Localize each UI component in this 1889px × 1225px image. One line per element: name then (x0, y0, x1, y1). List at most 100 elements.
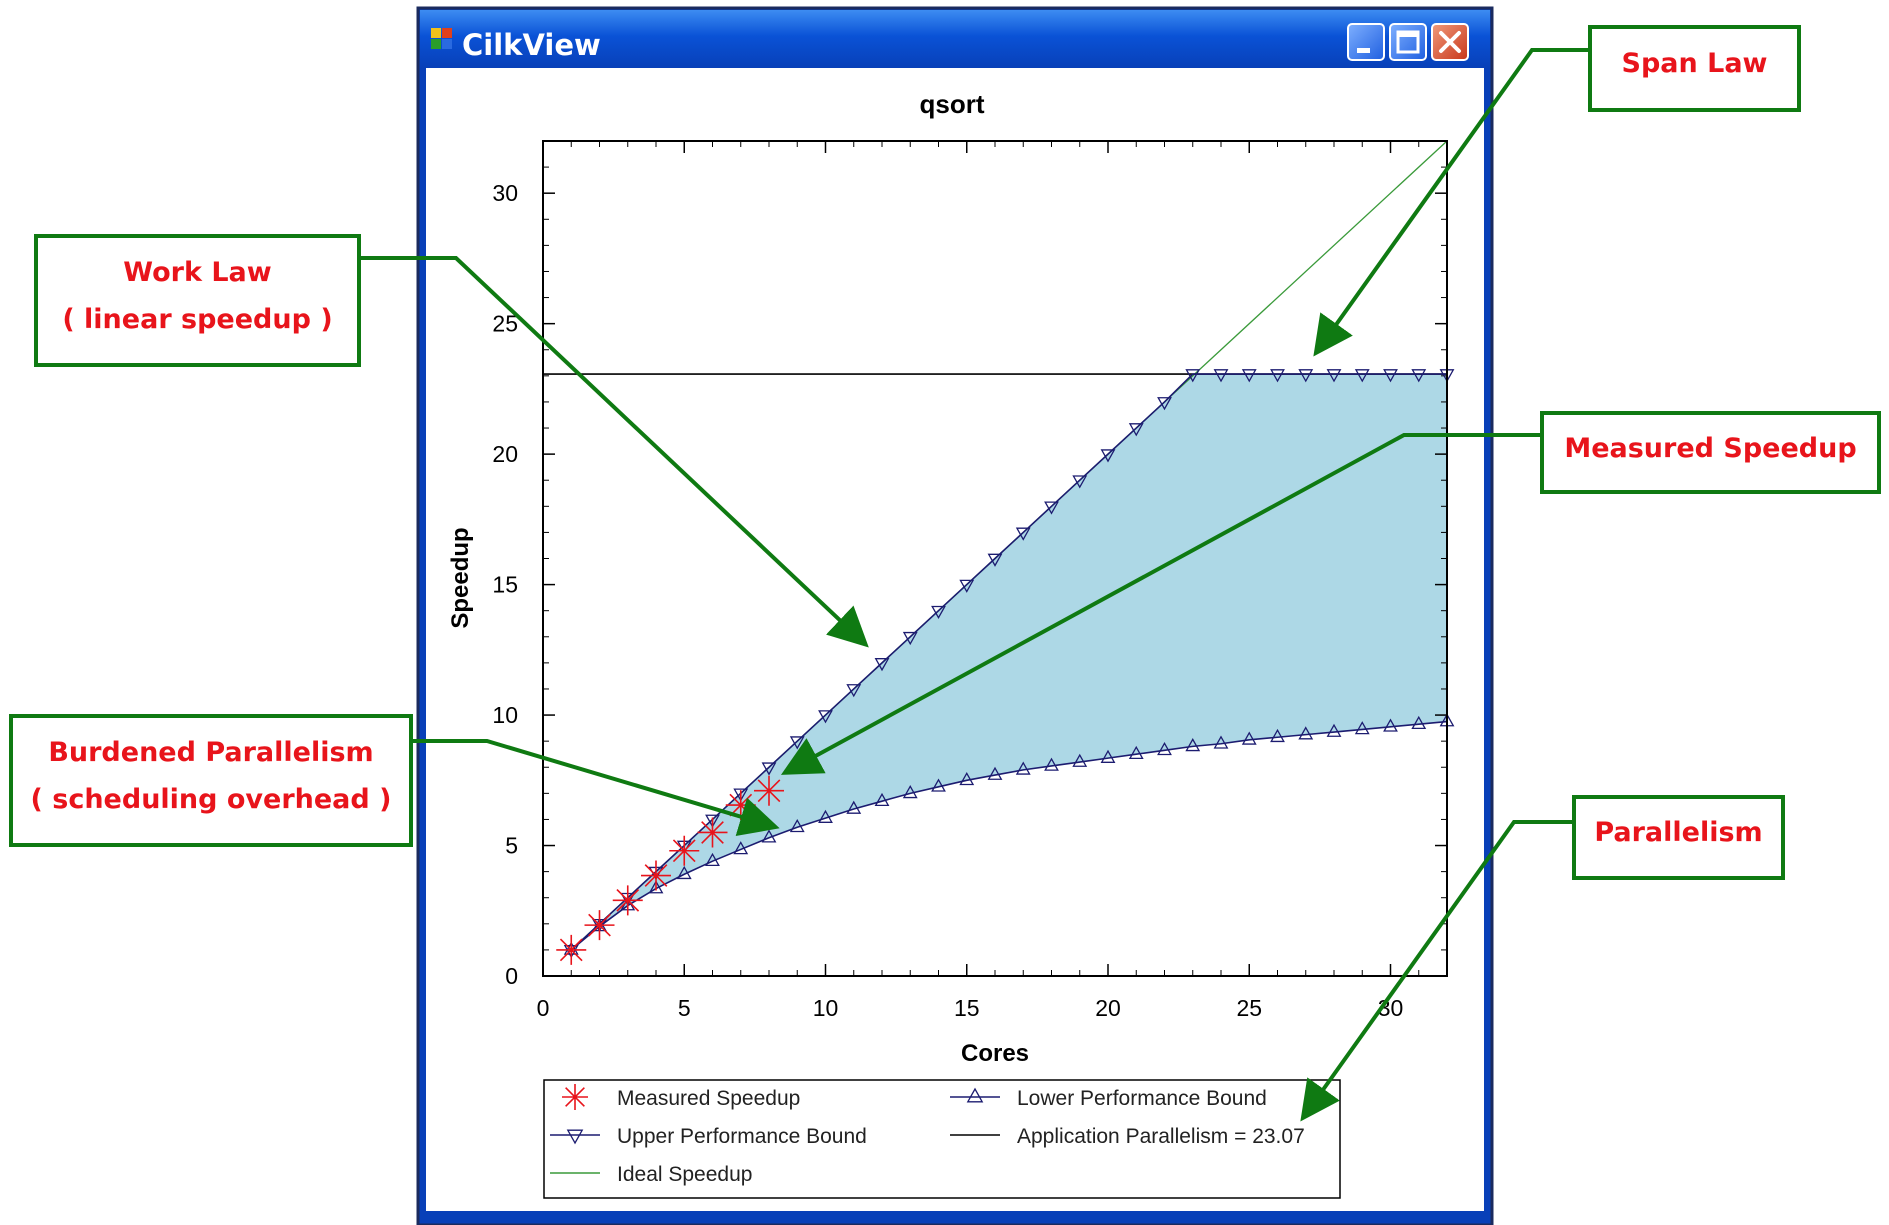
callout-burdened-parallelism: Burdened Parallelism ( scheduling overhea… (9, 714, 780, 847)
lower-bound-point (1270, 728, 1285, 743)
measured-speedup-point (612, 885, 643, 916)
legend-marker-upper-performance-bound (566, 1129, 584, 1145)
lower-bound-point (1128, 745, 1144, 760)
upper-bound-point (733, 788, 749, 802)
callout-arrow (1313, 48, 1590, 357)
callout-box (1572, 795, 1785, 880)
callout-arrow (780, 433, 1542, 775)
lower-bound-point (818, 809, 833, 823)
minimize-button[interactable] (1347, 23, 1385, 61)
series-markers (556, 369, 1455, 965)
callouts: Span Law Work Law ( linear speedup ) Measur… (9, 25, 1881, 1122)
callout-text: Measured Speedup (1564, 433, 1856, 464)
upper-bound-point (902, 631, 918, 646)
lower-bound-point (874, 792, 890, 807)
lower-bound-point (1411, 715, 1427, 730)
legend: Measured Speedup Lower Performance Bound U… (543, 1079, 1341, 1199)
upper-bound-point (1128, 423, 1144, 437)
legend-marker-measured-speedup (562, 1084, 588, 1110)
upper-bound-point (761, 762, 777, 776)
lower-bound-point (1213, 735, 1229, 749)
y-tick-label: 20 (492, 441, 518, 467)
close-icon (1439, 31, 1461, 53)
lower-bound-point (1383, 718, 1398, 732)
x-tick-label: 0 (537, 995, 550, 1021)
callout-arrow (411, 739, 780, 837)
legend-label-lower-performance-bound: Lower Performance Bound (1017, 1087, 1267, 1110)
legend-label-measured-speedup: Measured Speedup (617, 1087, 800, 1110)
callout-work-law: Work Law ( linear speedup ) (34, 234, 869, 648)
lower-bound-point (1354, 721, 1370, 735)
app-icon (431, 28, 452, 49)
legend-label-application-parallelism-23-07: Application Parallelism = 23.07 (1017, 1125, 1305, 1148)
window-title: CilkView (462, 28, 601, 62)
lower-bound-point (1100, 749, 1116, 763)
legend-marker-lower-performance-bound (966, 1087, 984, 1103)
callout-text: Span Law (1622, 48, 1768, 79)
upper-bound-point (846, 684, 862, 698)
upper-bound-point (1044, 501, 1059, 515)
callout-span-law: Span Law (1313, 25, 1801, 357)
title-bar[interactable] (420, 10, 1490, 68)
close-button[interactable] (1431, 23, 1469, 61)
x-tick-label: 10 (813, 995, 839, 1021)
measured-speedup-point (669, 835, 700, 866)
x-tick-label: 15 (954, 995, 980, 1021)
y-tick-label: 15 (492, 572, 518, 598)
callout-box (9, 714, 413, 847)
upper-bound-point (1354, 369, 1370, 383)
measured-speedup-point (641, 860, 671, 891)
lower-bound-point (1326, 723, 1342, 737)
upper-bound-point (931, 605, 946, 620)
lower-bound-point (1015, 761, 1031, 775)
lower-bound-point (1185, 738, 1201, 752)
measured-speedup-point (584, 910, 615, 941)
shaded-region (571, 374, 1447, 950)
lower-bound-point (931, 778, 946, 792)
upper-bound-point (987, 553, 1003, 567)
measured-speedup-point (697, 817, 728, 848)
upper-bound-point (1411, 369, 1427, 383)
shaded-area (571, 374, 1447, 950)
upper-bound-point (959, 579, 975, 593)
lower-bound-point (733, 841, 749, 855)
measured-speedup-point (754, 775, 784, 806)
upper-bound-point (1241, 369, 1257, 383)
callout-text: Work Law (123, 257, 271, 288)
y-axis-label: Speedup (447, 527, 474, 628)
lower-bound-point (705, 852, 720, 867)
y-tick-label: 10 (492, 702, 518, 728)
minimize-icon (1357, 48, 1370, 53)
upper-bound-point (1298, 369, 1314, 383)
y-tick-label: 30 (492, 180, 518, 206)
maximize-button[interactable] (1389, 23, 1427, 61)
upper-bound-point (1270, 369, 1285, 383)
lower-bound-point (1072, 753, 1088, 767)
upper-bound-point (874, 658, 890, 672)
callout-text: ( linear speedup ) (62, 304, 332, 335)
callout-text: ( scheduling overhead ) (31, 784, 392, 815)
lower-bound-point (846, 800, 862, 814)
callout-box (34, 234, 361, 367)
upper-bound-point (1383, 369, 1398, 383)
legend-label-ideal-speedup: Ideal Speedup (617, 1163, 752, 1186)
callout-arrow (359, 256, 869, 648)
chart-title: qsort (920, 89, 985, 119)
callout-box (1588, 25, 1801, 112)
upper-bound-point (1213, 369, 1229, 383)
x-axis-label: Cores (961, 1040, 1029, 1067)
lower-bound-point (761, 829, 777, 843)
upper-bound-point (1185, 369, 1201, 383)
lower-bound-point (648, 880, 664, 894)
measured-speedup-point (556, 934, 587, 965)
callout-box (1540, 411, 1881, 494)
upper-bound-point (1015, 527, 1031, 541)
callout-text: Burdened Parallelism (48, 737, 373, 768)
legend-label-upper-performance-bound: Upper Performance Bound (617, 1125, 867, 1148)
upper-bound-point (818, 710, 833, 724)
upper-bound-point (705, 814, 720, 828)
lower-bound-point (1044, 757, 1059, 771)
upper-bound-point (1100, 449, 1116, 463)
